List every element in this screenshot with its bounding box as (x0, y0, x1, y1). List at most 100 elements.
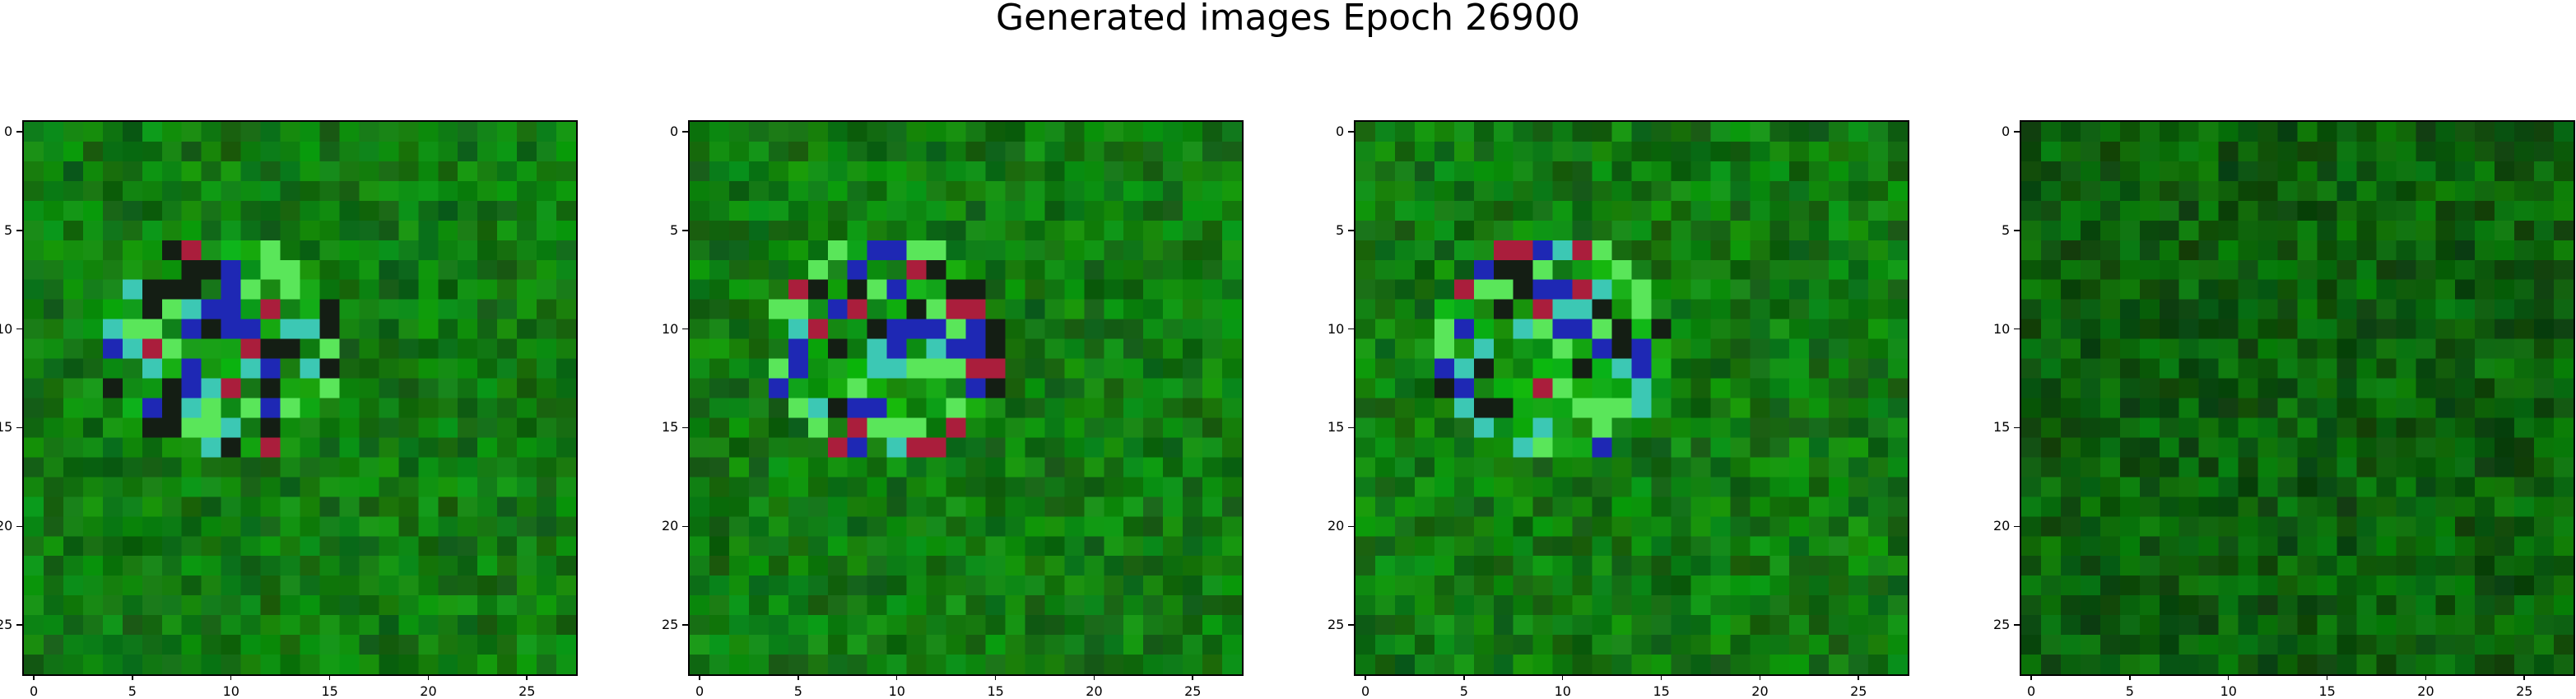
y-tick-label: 25 (0, 617, 13, 633)
y-tick-label: 5 (1336, 221, 1345, 238)
y-tick (682, 131, 688, 133)
y-tick (16, 230, 22, 231)
x-tick-label: 5 (2125, 683, 2134, 699)
image-panel-4: 0 5 10 15 20 25 0 5 10 15 20 25 (1993, 120, 2575, 699)
y-tick-label: 0 (670, 123, 679, 139)
y-tick-label: 15 (1328, 419, 1345, 436)
x-tick (699, 674, 700, 680)
y-tick (1348, 525, 1354, 528)
y-tick-label: 5 (2002, 221, 2011, 238)
y-tick-label: 25 (1328, 617, 1345, 633)
y-tick (682, 624, 688, 626)
x-tick-label: 25 (518, 683, 536, 699)
generated-image-2 (690, 122, 1242, 674)
y-tick-label: 10 (1328, 320, 1345, 337)
x-tick (2523, 674, 2525, 680)
y-tick-label: 10 (662, 320, 679, 337)
y-tick (2014, 230, 2020, 231)
x-tick (1093, 674, 1095, 680)
y-tick (682, 525, 688, 528)
y-tick-label: 15 (0, 419, 13, 436)
y-tick-label: 5 (4, 221, 13, 238)
x-tick (2129, 674, 2131, 680)
y-tick (16, 525, 22, 528)
image-panel-3: 0 5 10 15 20 25 0 5 10 15 20 25 (1328, 120, 1909, 699)
x-tick-label: 5 (793, 683, 802, 699)
x-tick (2326, 674, 2328, 680)
x-tick-label: 20 (2417, 683, 2434, 699)
x-tick (132, 674, 133, 680)
x-tick-label: 25 (1184, 683, 1202, 699)
generated-image-4 (2021, 122, 2574, 674)
y-tick-label: 20 (1328, 518, 1345, 534)
x-tick (1858, 674, 1859, 680)
image-panel-2: 0 5 10 15 20 25 0 5 10 15 20 25 (662, 120, 1244, 699)
y-tick (2014, 426, 2020, 429)
x-tick (230, 674, 232, 680)
x-tick-label: 5 (1459, 683, 1468, 699)
x-tick-label: 0 (695, 683, 704, 699)
y-tick-label: 10 (1993, 320, 2011, 337)
y-tick (2014, 525, 2020, 528)
y-tick-label: 20 (662, 518, 679, 534)
x-tick-label: 0 (2026, 683, 2036, 699)
x-tick-label: 20 (420, 683, 437, 699)
x-tick (797, 674, 799, 680)
x-tick (895, 674, 898, 680)
x-tick (427, 674, 430, 680)
y-tick (1348, 131, 1354, 133)
y-tick-label: 0 (1336, 123, 1345, 139)
x-tick (1660, 674, 1662, 680)
y-tick (1348, 624, 1354, 626)
x-tick-label: 10 (222, 683, 239, 699)
y-tick (1348, 426, 1354, 429)
x-tick-label: 10 (2220, 683, 2237, 699)
y-tick (2014, 328, 2020, 330)
y-tick (16, 131, 22, 133)
generated-image-1 (24, 122, 576, 674)
generated-image-3 (1355, 122, 1908, 674)
x-tick-label: 15 (987, 683, 1004, 699)
y-tick-label: 15 (662, 419, 679, 436)
x-tick-label: 5 (128, 683, 137, 699)
x-tick-label: 25 (2516, 683, 2533, 699)
x-tick-label: 15 (1653, 683, 1670, 699)
x-tick (2227, 674, 2230, 680)
y-tick (682, 328, 688, 330)
y-tick (682, 426, 688, 429)
x-tick (1561, 674, 1564, 680)
x-tick-label: 10 (888, 683, 905, 699)
y-tick-label: 25 (662, 617, 679, 633)
x-tick-label: 0 (1360, 683, 1370, 699)
x-tick (33, 674, 35, 680)
x-tick (1463, 674, 1465, 680)
y-tick-label: 20 (1993, 518, 2011, 534)
x-tick-label: 20 (1751, 683, 1769, 699)
y-tick (2014, 624, 2020, 626)
figure-title: Generated images Epoch 26900 (995, 0, 1581, 39)
y-tick (1348, 230, 1354, 231)
y-tick (1348, 328, 1354, 330)
x-tick (2425, 674, 2427, 680)
y-tick (16, 426, 22, 429)
x-tick-label: 10 (1554, 683, 1571, 699)
y-tick-label: 0 (4, 123, 13, 139)
y-tick-label: 10 (0, 320, 13, 337)
y-tick (682, 230, 688, 231)
x-tick (1759, 674, 1761, 680)
x-tick-label: 20 (1086, 683, 1103, 699)
y-tick-label: 20 (0, 518, 13, 534)
x-tick (994, 674, 997, 680)
x-tick-label: 15 (321, 683, 338, 699)
image-panel-1: 0 5 10 15 20 25 0 5 10 15 20 25 (0, 120, 578, 699)
x-tick-label: 15 (2318, 683, 2336, 699)
y-tick (16, 624, 22, 626)
y-tick-label: 25 (1993, 617, 2011, 633)
y-tick-label: 15 (1993, 419, 2011, 436)
x-tick (2030, 674, 2032, 680)
y-tick (2014, 131, 2020, 133)
x-tick (1192, 674, 1193, 680)
x-tick-label: 0 (29, 683, 39, 699)
y-tick-label: 0 (2002, 123, 2011, 139)
x-tick (1365, 674, 1366, 680)
